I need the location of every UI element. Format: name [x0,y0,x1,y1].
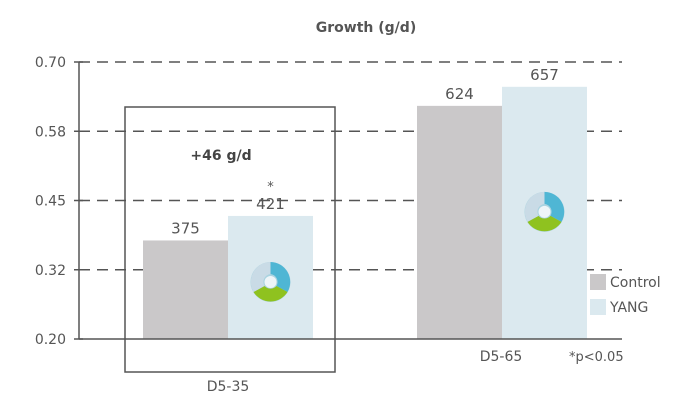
bars: 375 421 624 657 [143,66,587,340]
y-tick-label: 0.20 [35,332,66,348]
chart-title: Growth (g/d) [316,20,416,36]
bar-control-d5-65 [417,105,502,339]
y-tick-label: 0.70 [35,55,66,71]
highlight-box [124,106,336,373]
yang-logo-icon [524,191,565,232]
y-tick-label: 0.32 [35,263,66,279]
bar-control-d5-35 [143,240,228,339]
legend-label-yang: YANG [609,300,648,316]
data-label: 375 [171,219,200,237]
data-label: 421 [256,195,285,213]
legend-label-control: Control [610,275,661,291]
y-tick-label: 0.58 [35,124,66,140]
legend-swatch-control [590,274,606,290]
legend: Control YANG [590,274,661,316]
data-label: 657 [530,66,559,84]
x-tick-label-1: D5-65 [480,349,523,365]
y-axis: 0.20 0.32 0.45 0.58 0.70 [35,55,622,348]
yang-logo-icon [250,262,291,302]
significance-marker: * [267,180,274,195]
footnote: *p<0.05 [569,350,624,365]
y-tick-label: 0.45 [35,194,66,210]
highlight-label: +46 g/d [190,148,251,164]
x-tick-label-0: D5-35 [207,379,250,395]
data-label: 624 [445,85,474,103]
legend-swatch-yang [590,299,606,315]
